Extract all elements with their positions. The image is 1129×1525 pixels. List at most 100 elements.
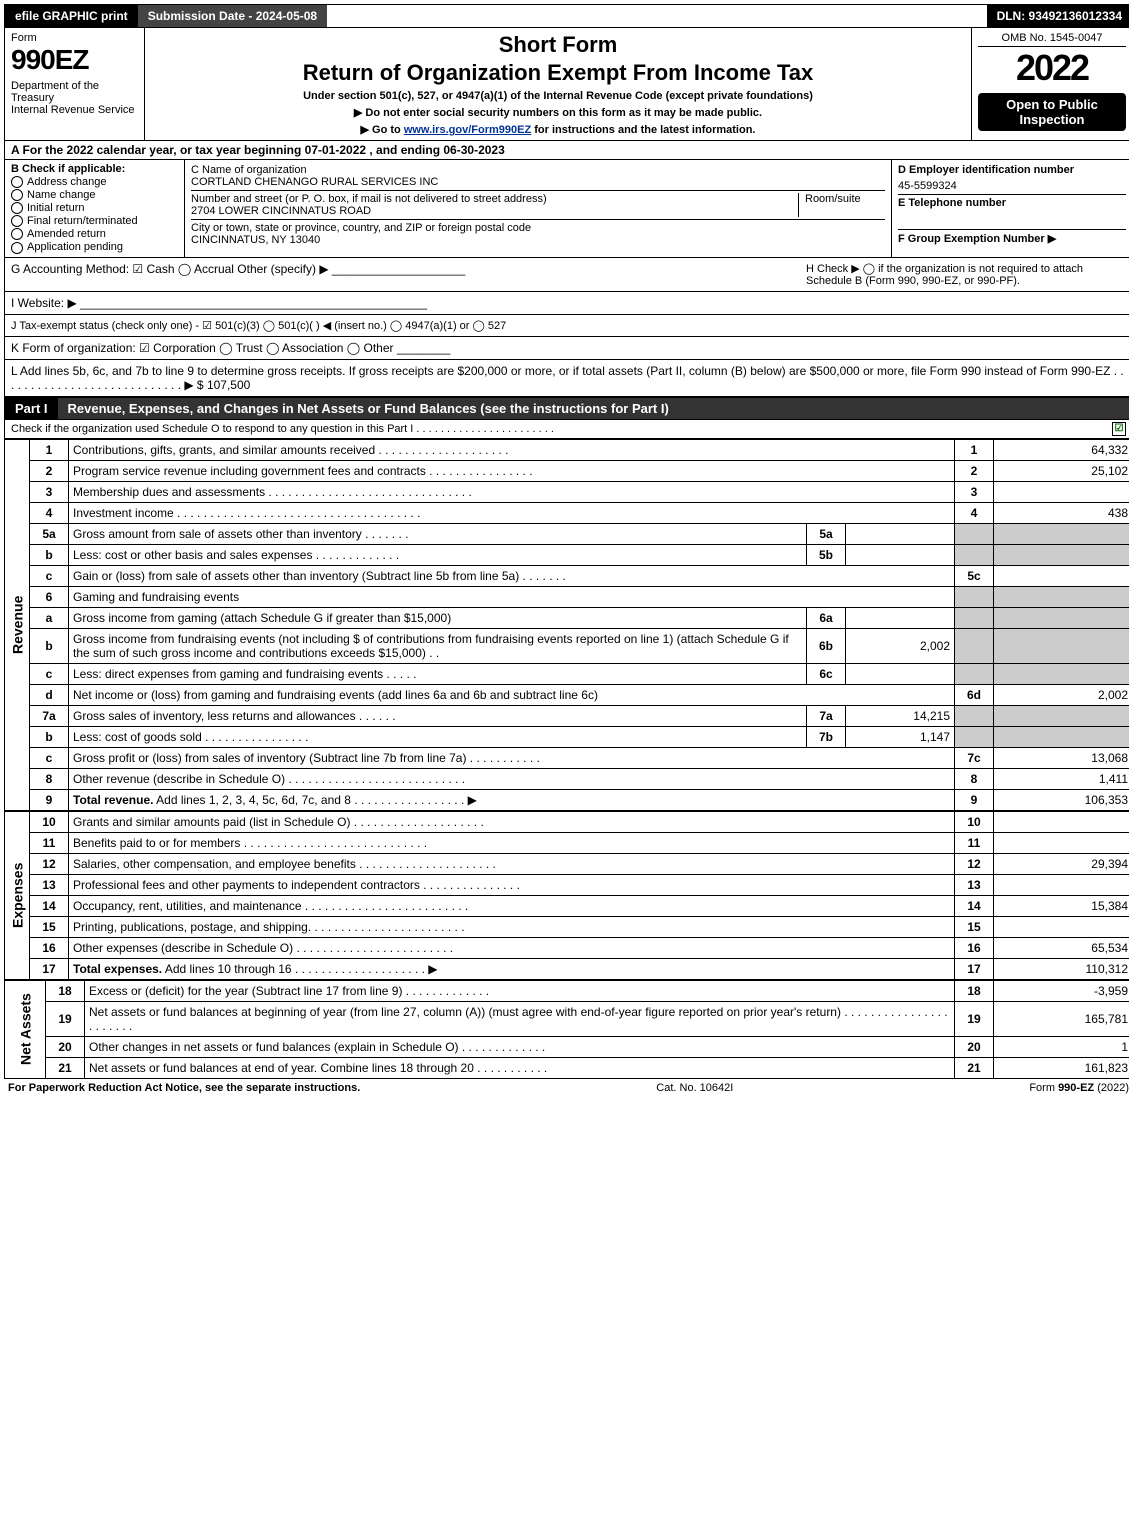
right-num: [955, 628, 994, 663]
line-desc: Gain or (loss) from sale of assets other…: [69, 565, 955, 586]
right-num: [955, 586, 994, 607]
mid-col-val: 14,215: [846, 705, 955, 726]
right-val: 64,332: [994, 439, 1129, 460]
line-row: 17Total expenses. Add lines 10 through 1…: [5, 958, 1129, 979]
right-val: [994, 565, 1129, 586]
efile-print-button[interactable]: efile GRAPHIC print: [5, 5, 138, 27]
right-val: 2,002: [994, 684, 1129, 705]
right-val: [994, 916, 1129, 937]
line-desc: Less: cost of goods sold . . . . . . . .…: [69, 726, 807, 747]
line-number: 7a: [30, 705, 69, 726]
b-item[interactable]: Application pending: [11, 241, 178, 253]
line-desc: Net assets or fund balances at end of ye…: [85, 1057, 955, 1078]
part-i-header: Part I Revenue, Expenses, and Changes in…: [4, 397, 1129, 420]
c-city-row: City or town, state or province, country…: [191, 220, 885, 248]
line-row: bGross income from fundraising events (n…: [5, 628, 1129, 663]
line-desc: Gross income from gaming (attach Schedul…: [69, 607, 807, 628]
part-i-subline-text: Check if the organization used Schedule …: [11, 423, 554, 435]
line-number: 10: [30, 811, 69, 832]
right-num: 12: [955, 853, 994, 874]
line-row: 3Membership dues and assessments . . . .…: [5, 481, 1129, 502]
omb-number: OMB No. 1545-0047: [978, 32, 1126, 47]
line-desc: Contributions, gifts, grants, and simila…: [69, 439, 955, 460]
checkbox-icon[interactable]: [11, 242, 23, 254]
return-title: Return of Organization Exempt From Incom…: [151, 60, 965, 86]
checkbox-icon[interactable]: [11, 202, 23, 214]
line-number: 20: [46, 1036, 85, 1057]
footer-right: Form 990-EZ (2022): [1029, 1082, 1129, 1094]
right-num: 10: [955, 811, 994, 832]
l-text: L Add lines 5b, 6c, and 7b to line 9 to …: [11, 364, 1124, 392]
d-ein-value: 45-5599324: [898, 178, 1126, 195]
open-public-badge: Open to Public Inspection: [978, 93, 1126, 131]
b-item-text: Amended return: [27, 228, 106, 240]
right-val: [994, 726, 1129, 747]
f-group-value: [898, 247, 1126, 251]
checkbox-icon[interactable]: [11, 189, 23, 201]
line-desc: Investment income . . . . . . . . . . . …: [69, 502, 955, 523]
b-item-text: Application pending: [27, 241, 123, 253]
l-amount: 107,500: [207, 378, 250, 392]
line-number: b: [30, 544, 69, 565]
h-check: H Check ▶ ◯ if the organization is not r…: [806, 262, 1126, 287]
line-desc: Benefits paid to or for members . . . . …: [69, 832, 955, 853]
footer-mid: Cat. No. 10642I: [656, 1082, 733, 1094]
mid-col-num: 7a: [807, 705, 846, 726]
checkbox-icon[interactable]: [11, 215, 23, 227]
c-street-label: Number and street (or P. O. box, if mail…: [191, 193, 798, 205]
line-desc: Less: cost or other basis and sales expe…: [69, 544, 807, 565]
b-item[interactable]: Amended return: [11, 228, 178, 240]
line-desc: Net assets or fund balances at beginning…: [85, 1001, 955, 1036]
irs-link[interactable]: www.irs.gov/Form990EZ: [404, 124, 531, 136]
line-row: Revenue1Contributions, gifts, grants, an…: [5, 439, 1129, 460]
right-num: 20: [955, 1036, 994, 1057]
line-desc: Other revenue (describe in Schedule O) .…: [69, 768, 955, 789]
line-row: 19Net assets or fund balances at beginni…: [5, 1001, 1129, 1036]
line-number: c: [30, 747, 69, 768]
right-val: 438: [994, 502, 1129, 523]
right-num: [955, 705, 994, 726]
line-desc: Less: direct expenses from gaming and fu…: [69, 663, 807, 684]
checkbox-icon[interactable]: [11, 228, 23, 240]
b-item[interactable]: Address change: [11, 176, 178, 188]
line-desc: Gross sales of inventory, less returns a…: [69, 705, 807, 726]
b-item[interactable]: Name change: [11, 189, 178, 201]
line-number: 14: [30, 895, 69, 916]
mid-col-val: 2,002: [846, 628, 955, 663]
right-num: [955, 607, 994, 628]
section-c: C Name of organization CORTLAND CHENANGO…: [185, 160, 892, 257]
sub3-prefix: ▶ Go to: [361, 124, 404, 136]
c-name-row: C Name of organization CORTLAND CHENANGO…: [191, 162, 885, 191]
line-row: 12Salaries, other compensation, and empl…: [5, 853, 1129, 874]
mid-col-num: 6a: [807, 607, 846, 628]
line-row: 8Other revenue (describe in Schedule O) …: [5, 768, 1129, 789]
mid-col-num: 6b: [807, 628, 846, 663]
line-desc: Salaries, other compensation, and employ…: [69, 853, 955, 874]
form-label: Form: [11, 32, 138, 44]
spacer: [327, 5, 986, 27]
line-number: 15: [30, 916, 69, 937]
expenses-table: Expenses10Grants and similar amounts pai…: [4, 811, 1129, 980]
right-num: 6d: [955, 684, 994, 705]
right-num: [955, 663, 994, 684]
line-desc: Gross amount from sale of assets other t…: [69, 523, 807, 544]
right-val: 110,312: [994, 958, 1129, 979]
right-val: 1,411: [994, 768, 1129, 789]
line-number: c: [30, 663, 69, 684]
right-val: [994, 663, 1129, 684]
b-item[interactable]: Initial return: [11, 202, 178, 214]
line-number: 2: [30, 460, 69, 481]
b-item[interactable]: Final return/terminated: [11, 215, 178, 227]
right-num: 11: [955, 832, 994, 853]
mid-col-num: 6c: [807, 663, 846, 684]
line-number: 19: [46, 1001, 85, 1036]
line-number: a: [30, 607, 69, 628]
part-i-checkbox[interactable]: ☑: [1112, 422, 1126, 436]
c-street-value: 2704 LOWER CINCINNATUS ROAD: [191, 205, 798, 217]
right-num: 17: [955, 958, 994, 979]
right-num: 19: [955, 1001, 994, 1036]
line-row: bLess: cost or other basis and sales exp…: [5, 544, 1129, 565]
checkbox-icon[interactable]: [11, 176, 23, 188]
line-desc: Membership dues and assessments . . . . …: [69, 481, 955, 502]
short-form-title: Short Form: [151, 32, 965, 58]
